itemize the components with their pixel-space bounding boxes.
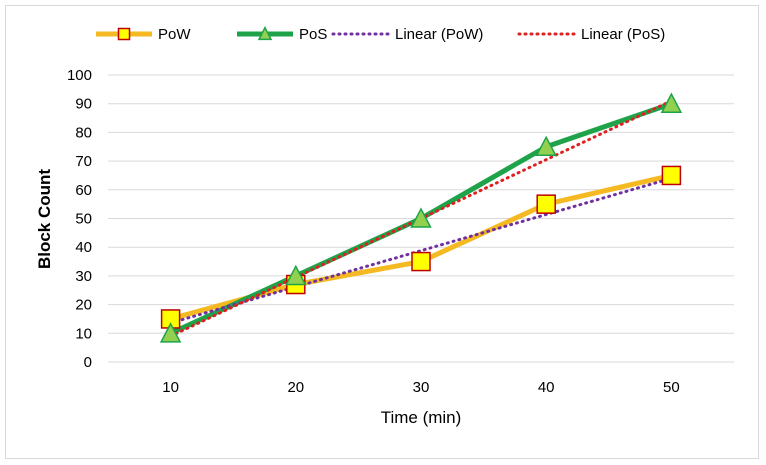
- y-tick-label: 80: [75, 124, 92, 141]
- y-tick-label: 40: [75, 239, 92, 256]
- y-tick-label: 10: [75, 325, 92, 342]
- x-tick-label: 20: [287, 379, 304, 396]
- data-point: [660, 92, 683, 113]
- y-tick-label: 50: [75, 211, 92, 228]
- gridlines: [108, 74, 734, 363]
- data-point: [535, 135, 557, 157]
- legend-marker: [257, 25, 273, 41]
- data-point: [536, 194, 556, 214]
- x-axis-title: Time (min): [381, 408, 462, 427]
- legend-label: Linear (PoW): [395, 26, 483, 43]
- x-tick-label: 10: [162, 379, 179, 396]
- chart-frame: [5, 5, 759, 459]
- legend: PoW PoS Linear (PoW) Linear (PoS): [96, 25, 665, 43]
- y-tick-label: 0: [84, 354, 92, 371]
- y-tick-label: 60: [75, 182, 92, 199]
- data-point: [411, 251, 431, 272]
- y-tick-label: 100: [67, 67, 92, 84]
- legend-label: PoW: [158, 26, 191, 43]
- legend-entry: PoW: [96, 26, 191, 43]
- x-tick-label: 50: [663, 379, 680, 396]
- data-point: [285, 264, 307, 286]
- x-tick-label: 30: [413, 379, 430, 396]
- x-tick-label: 40: [538, 379, 555, 396]
- y-tick-label: 30: [75, 268, 92, 285]
- legend-label: Linear (PoS): [581, 26, 665, 43]
- data-point: [661, 165, 682, 186]
- legend-marker: [117, 27, 131, 41]
- y-axis-title: Block Count: [35, 169, 54, 269]
- y-axis-ticks: 0 10 20 30 40 50 60 70 80 90 100: [67, 67, 92, 371]
- y-tick-label: 20: [75, 297, 92, 314]
- data-point: [410, 207, 432, 228]
- legend-entry: Linear (PoS): [517, 26, 665, 43]
- legend-entry: Linear (PoW): [331, 26, 483, 43]
- legend-entry: PoS: [237, 25, 327, 43]
- data-point: [159, 322, 182, 343]
- series-markers: [159, 92, 683, 343]
- x-axis-ticks: 10 20 30 40 50: [162, 379, 679, 396]
- y-tick-label: 70: [75, 153, 92, 170]
- legend-label: PoS: [299, 26, 327, 43]
- series-line-3: [169, 176, 673, 325]
- y-tick-label: 90: [75, 96, 92, 113]
